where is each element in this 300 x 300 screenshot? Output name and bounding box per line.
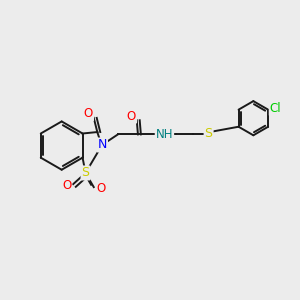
Text: O: O: [62, 179, 71, 192]
Text: O: O: [127, 110, 136, 123]
Text: S: S: [82, 167, 89, 179]
Text: O: O: [96, 182, 105, 195]
Text: N: N: [98, 139, 107, 152]
Text: Cl: Cl: [270, 102, 281, 115]
Text: O: O: [84, 107, 93, 120]
Text: NH: NH: [156, 128, 173, 141]
Text: S: S: [205, 127, 213, 140]
